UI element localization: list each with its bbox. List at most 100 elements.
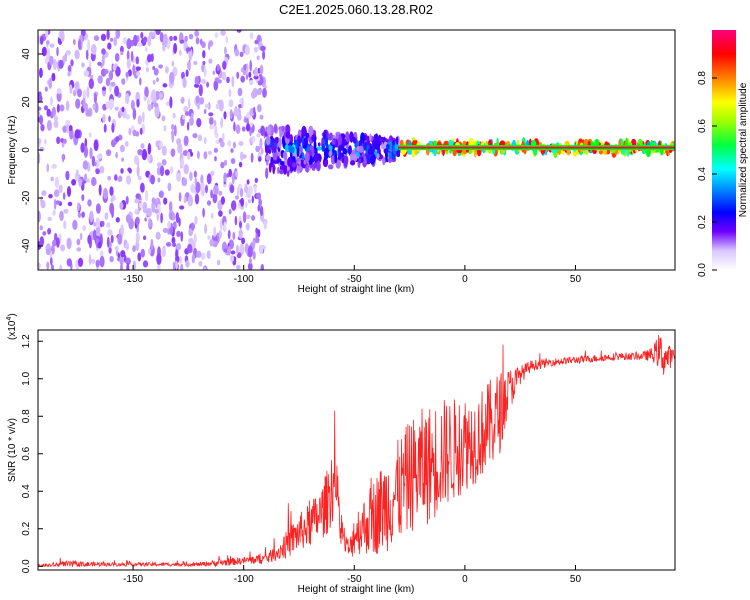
heatmap-cell	[194, 76, 199, 85]
heatmap-cell	[88, 254, 92, 266]
heatmap-cell	[256, 55, 260, 61]
heatmap-cell	[308, 125, 314, 137]
heatmap-cell	[94, 161, 97, 167]
heatmap-cell	[341, 156, 345, 164]
heatmap-cell	[87, 199, 92, 207]
heatmap-cell	[259, 114, 264, 120]
heatmap-cell	[213, 119, 217, 127]
heatmap-cell	[180, 97, 185, 104]
heatmap-cell	[114, 174, 118, 181]
heatmap-cell	[226, 76, 230, 84]
heatmap-cell	[66, 123, 70, 134]
heatmap-cell	[301, 152, 305, 160]
heatmap-cell	[266, 125, 272, 136]
heatmap-cell	[85, 49, 89, 60]
heatmap-cell	[335, 159, 341, 169]
heatmap-cell	[109, 255, 114, 263]
heatmap-cell	[46, 163, 50, 173]
heatmap-cell	[233, 121, 236, 132]
heatmap-cell	[258, 156, 262, 162]
heatmap-cell	[303, 159, 307, 165]
heatmap-cell	[52, 58, 58, 71]
heatmap-cell	[134, 155, 139, 165]
heatmap-cell	[239, 221, 242, 229]
heatmap-cell	[241, 126, 246, 132]
heatmap-cell	[253, 75, 259, 80]
heatmap-cell	[302, 144, 308, 149]
heatmap-cell	[152, 79, 156, 85]
heatmap-cell	[145, 46, 148, 52]
heatmap-cell	[51, 163, 57, 169]
heatmap-cell	[137, 42, 143, 47]
heatmap-cell	[247, 185, 253, 195]
heatmap-cell	[227, 245, 231, 256]
heatmap-cell	[324, 135, 329, 147]
heatmap-cell	[43, 105, 49, 111]
svg-text:(x104): (x104)	[6, 313, 18, 340]
heatmap-cell	[140, 143, 145, 149]
heatmap-cell	[366, 154, 370, 163]
heatmap-cell	[392, 153, 396, 160]
heatmap-cell	[212, 192, 218, 204]
heatmap-cell	[265, 154, 271, 161]
heatmap-cell	[257, 104, 262, 113]
heatmap-ylabel: Frequency (Hz)	[7, 116, 18, 185]
heatmap-cell	[171, 236, 176, 244]
heatmap-cell	[103, 123, 107, 133]
heatmap-cell	[180, 157, 185, 168]
heatmap-cell	[361, 152, 365, 158]
heatmap-cell	[59, 264, 63, 270]
heatmap-cell	[40, 124, 45, 132]
heatmap-cell	[147, 143, 152, 155]
colorbar-tick-label: 0.2	[697, 215, 708, 229]
heatmap-cell	[209, 239, 214, 247]
heatmap-cell	[234, 105, 238, 116]
heatmap-cell	[115, 217, 120, 223]
heatmap-cell	[253, 185, 257, 195]
heatmap-cell	[245, 214, 251, 219]
heatmap-cell	[85, 109, 91, 117]
heatmap-cell	[162, 44, 166, 52]
heatmap-cell	[204, 103, 210, 109]
heatmap-cell	[179, 39, 185, 44]
heatmap-cell	[360, 132, 365, 144]
heatmap-cell	[238, 140, 244, 147]
heatmap-cell	[278, 137, 282, 149]
heatmap-cell	[110, 99, 115, 109]
heatmap-cell	[239, 243, 245, 256]
heatmap-cell	[215, 103, 220, 110]
heatmap-cell	[222, 60, 227, 70]
heatmap-cell	[247, 199, 251, 204]
heatmap-cell	[101, 54, 105, 67]
heatmap-cell	[239, 51, 244, 57]
heatmap-cell	[198, 84, 203, 97]
heatmap-cell	[212, 70, 216, 75]
x-tick-label: -150	[123, 574, 143, 585]
heatmap-cell	[65, 170, 70, 181]
figure-title: C2E1.2025.060.13.28.R02	[279, 2, 433, 17]
heatmap-cell	[208, 58, 213, 64]
heatmap-cell	[173, 35, 178, 41]
heatmap-cell	[135, 66, 141, 71]
colorbar-label: Normalized spectral amplitude	[738, 82, 749, 217]
heatmap-cell	[240, 197, 245, 207]
heatmap-cell	[171, 131, 174, 143]
heatmap-cell	[51, 72, 56, 82]
heatmap-cell	[44, 56, 49, 64]
heatmap-cell	[170, 148, 176, 157]
heatmap-cell	[158, 64, 163, 69]
heatmap-cell	[88, 78, 95, 90]
heatmap-cell	[222, 132, 225, 142]
heatmap-cell	[248, 257, 252, 265]
y-tick-label: 1.0	[21, 371, 32, 385]
heatmap-cell	[208, 150, 212, 155]
heatmap-cell	[151, 200, 156, 213]
heatmap-cell	[121, 106, 125, 113]
heatmap-cell	[173, 124, 177, 137]
heatmap-cell	[120, 168, 124, 174]
heatmap-cell	[143, 235, 147, 241]
heatmap-cell	[109, 241, 112, 249]
heatmap-cell	[62, 153, 65, 163]
heatmap-cell	[305, 132, 310, 139]
heatmap-cell	[46, 261, 50, 270]
